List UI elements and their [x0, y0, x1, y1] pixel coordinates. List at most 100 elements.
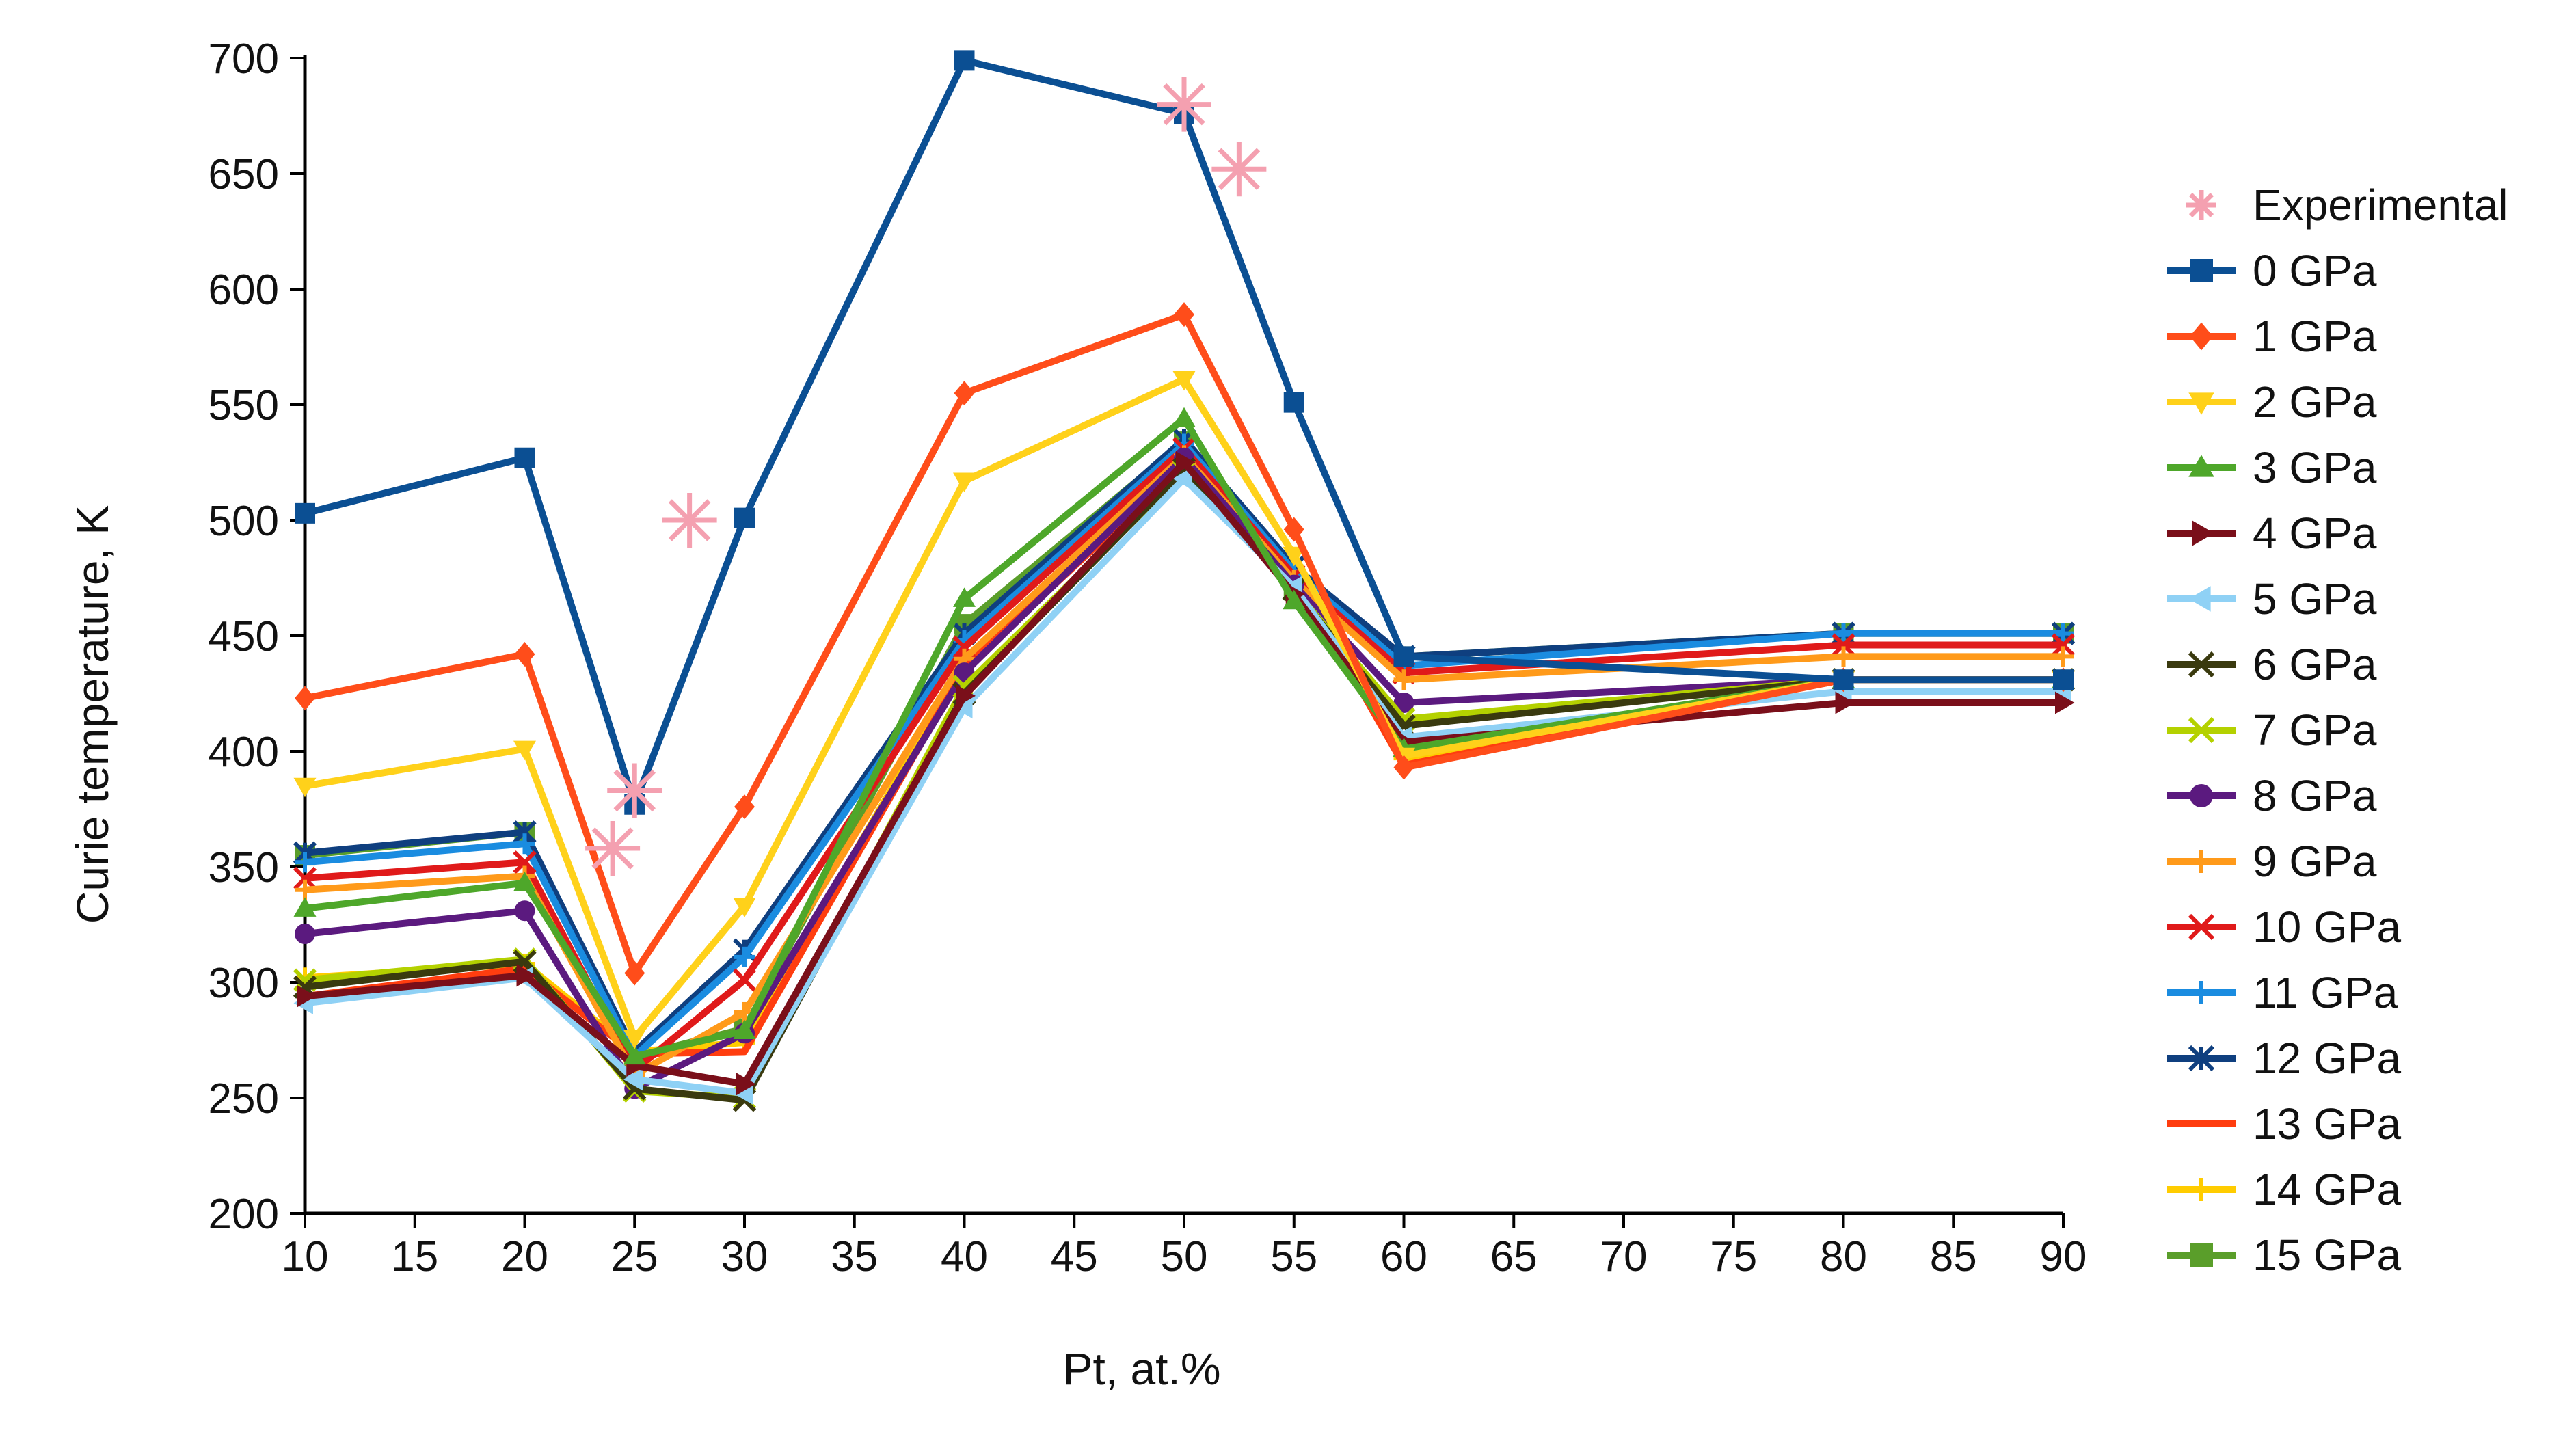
x-tick-label: 75 — [1710, 1233, 1757, 1280]
y-tick-label: 550 — [209, 382, 279, 429]
legend-label: 9 GPa — [2253, 837, 2377, 886]
data-point-marker — [2190, 784, 2213, 807]
y-tick-label: 300 — [209, 960, 279, 1007]
data-point-marker — [2188, 455, 2214, 477]
x-tick-label: 10 — [282, 1233, 329, 1280]
x-tick-label: 45 — [1051, 1233, 1098, 1280]
data-point-marker — [1833, 669, 1854, 690]
x-tick-label: 15 — [391, 1233, 438, 1280]
data-point-marker — [1393, 755, 1414, 780]
y-tick-label: 700 — [209, 36, 279, 83]
data-point-marker — [514, 642, 535, 667]
data-point-marker — [1283, 546, 1306, 567]
data-point-marker — [1172, 407, 1196, 427]
data-point-marker — [2190, 259, 2213, 282]
data-point-marker — [2190, 850, 2213, 873]
x-tick-label: 60 — [1380, 1233, 1427, 1280]
data-point-marker — [734, 507, 755, 528]
x-tick-label: 65 — [1490, 1233, 1538, 1280]
data-point-marker — [954, 50, 975, 71]
legend-entry-1-gpa: 1 GPa — [2167, 312, 2377, 361]
legend-label: 13 GPa — [2253, 1099, 2401, 1148]
data-point-marker — [1833, 646, 1854, 667]
legend-label: 14 GPa — [2253, 1165, 2401, 1214]
data-point-marker — [1172, 467, 1192, 490]
y-tick-label: 200 — [209, 1191, 279, 1238]
data-point-marker — [513, 850, 537, 874]
series-line — [304, 435, 2063, 1056]
data-point-marker — [2190, 322, 2213, 351]
legend-entry-0-gpa: 0 GPa — [2167, 246, 2377, 295]
data-point-marker — [736, 1073, 756, 1096]
y-tick-label: 600 — [209, 267, 279, 314]
legend-entry-2-gpa: 2 GPa — [2167, 377, 2377, 427]
data-point-marker — [295, 879, 315, 900]
data-point-marker — [953, 472, 976, 493]
x-tick-label: 30 — [721, 1233, 768, 1280]
data-point-marker — [2188, 392, 2214, 415]
data-point-marker — [2051, 633, 2076, 657]
data-point-marker — [953, 587, 976, 607]
data-point-marker — [513, 740, 536, 761]
data-point-marker — [1833, 623, 1854, 644]
data-point-marker — [2188, 1045, 2215, 1072]
x-tick-label: 70 — [1600, 1233, 1648, 1280]
y-tick-label: 450 — [209, 613, 279, 660]
legend-entry-5-gpa: 5 GPa — [2167, 574, 2377, 623]
data-point-marker — [295, 686, 315, 711]
x-axis-label: Pt, at.% — [1062, 1343, 1220, 1394]
legend-entry-7-gpa: 7 GPa — [2167, 705, 2377, 755]
experimental-points — [585, 77, 1267, 876]
legend-entry-6-gpa: 6 GPa — [2167, 640, 2377, 689]
legend-label: 5 GPa — [2253, 574, 2377, 623]
series-lines — [293, 50, 2076, 1112]
y-tick-label: 650 — [209, 151, 279, 198]
legend-label: 1 GPa — [2253, 312, 2377, 361]
axes: 200 250 300 350 400 450 500 550 600 650 700 10 15 20 2… — [209, 36, 2087, 1280]
data-point-marker — [295, 924, 315, 945]
legend-entry-15-gpa: 15 GPa — [2167, 1231, 2401, 1280]
series-line — [304, 438, 2063, 1060]
data-point-marker — [2188, 651, 2215, 678]
data-point-marker — [1283, 517, 1304, 542]
series-line — [304, 459, 2063, 1056]
series-line — [304, 461, 2063, 1058]
data-point-marker — [2053, 646, 2074, 667]
series-line — [304, 454, 2063, 1092]
data-point-marker — [623, 1068, 643, 1091]
series-13-gpa — [304, 461, 2063, 1058]
data-point-marker — [734, 794, 755, 820]
y-axis-label: Curie temperature, K — [67, 505, 118, 924]
data-point-marker — [662, 493, 717, 548]
data-point-marker — [1393, 646, 1414, 667]
data-point-marker — [2053, 669, 2074, 690]
data-point-marker — [293, 897, 317, 917]
legend-label: 7 GPa — [2253, 705, 2377, 755]
x-tick-label: 20 — [501, 1233, 548, 1280]
legend-label: 2 GPa — [2253, 377, 2377, 427]
series-line — [304, 440, 2063, 1060]
data-point-marker — [956, 684, 976, 708]
data-point-marker — [2188, 913, 2215, 941]
data-point-marker — [733, 898, 756, 917]
data-point-marker — [514, 447, 535, 468]
data-point-marker — [624, 960, 645, 986]
legend-entry-11-gpa: 11 GPa — [2167, 968, 2398, 1017]
x-tick-label: 55 — [1270, 1233, 1317, 1280]
data-point-marker — [1283, 392, 1304, 413]
data-point-marker — [585, 820, 641, 876]
data-point-marker — [2190, 1178, 2213, 1201]
data-point-marker — [293, 866, 317, 891]
y-tick-label: 250 — [209, 1075, 279, 1122]
data-point-marker — [1211, 142, 1267, 197]
x-tick-label: 25 — [611, 1233, 658, 1280]
legend-entry-14-gpa: 14 GPa — [2167, 1165, 2401, 1214]
y-tick-label: 400 — [209, 729, 279, 776]
data-point-marker — [1157, 77, 1211, 132]
legend-entry-13-gpa: 13 GPa — [2167, 1099, 2401, 1148]
x-tick-label: 90 — [2040, 1233, 2087, 1280]
legend-label: 0 GPa — [2253, 246, 2377, 295]
legend-label: 11 GPa — [2253, 968, 2398, 1017]
data-point-marker — [2190, 1243, 2213, 1267]
